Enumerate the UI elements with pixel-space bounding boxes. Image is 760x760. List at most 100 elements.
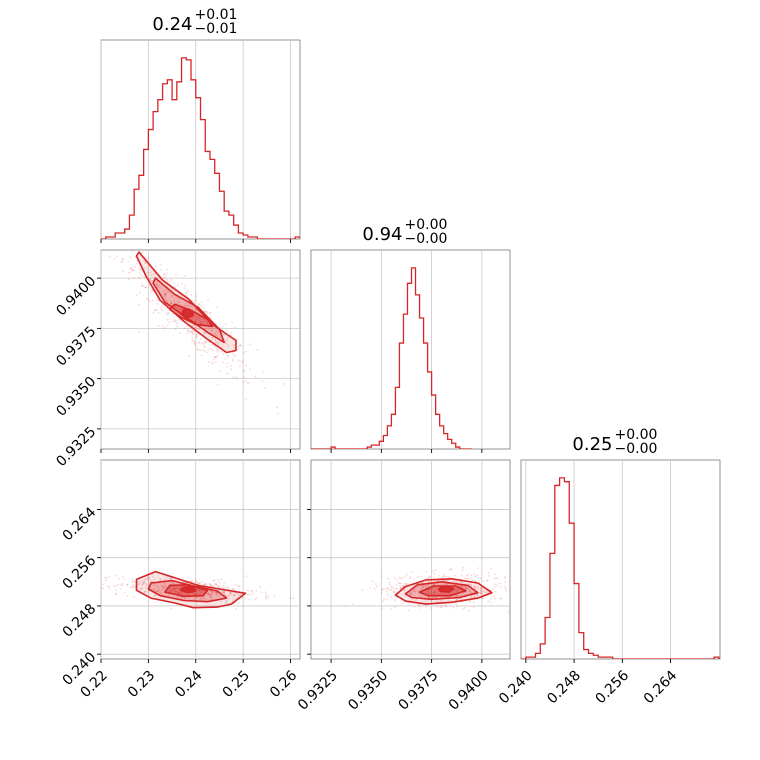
scatter-point xyxy=(164,293,167,296)
x-tick-label: 0.9375 xyxy=(396,668,442,714)
scatter-point xyxy=(201,349,204,352)
scatter-point xyxy=(153,587,156,590)
scatter-point xyxy=(488,575,490,577)
scatter-point xyxy=(122,576,124,578)
scatter-point xyxy=(168,588,171,591)
scatter-point xyxy=(464,588,467,590)
scatter-point xyxy=(158,285,161,288)
scatter-point xyxy=(373,587,376,590)
scatter-point xyxy=(456,605,458,608)
scatter-point xyxy=(479,592,482,594)
scatter-point xyxy=(212,362,215,365)
scatter-point xyxy=(145,286,148,289)
scatter-point xyxy=(453,574,456,577)
scatter-point xyxy=(105,579,107,582)
scatter-point xyxy=(138,268,141,270)
scatter-point xyxy=(187,597,190,599)
scatter-point xyxy=(380,575,383,577)
scatter-point xyxy=(490,568,492,570)
scatter-point xyxy=(426,577,428,580)
scatter-point xyxy=(195,588,198,591)
scatter-point xyxy=(191,300,194,302)
title-upper: +0.01 xyxy=(195,7,238,23)
y-tick-label: 0.248 xyxy=(60,601,100,641)
scatter-point xyxy=(433,591,436,594)
scatter-point xyxy=(503,577,506,579)
scatter-point xyxy=(174,328,177,331)
scatter-point xyxy=(431,596,434,599)
scatter-point xyxy=(175,273,177,276)
scatter-point xyxy=(161,593,164,596)
scatter-point xyxy=(174,305,176,307)
scatter-point xyxy=(157,587,160,590)
scatter-point xyxy=(250,590,253,593)
scatter-point xyxy=(151,299,154,302)
scatter-point xyxy=(181,592,184,594)
scatter-point xyxy=(156,590,159,593)
scatter-point xyxy=(164,275,167,278)
scatter-point xyxy=(168,281,171,283)
x-tick-label: 0.264 xyxy=(641,668,681,708)
scatter-point xyxy=(221,350,224,353)
scatter-point xyxy=(523,588,525,590)
scatter-point xyxy=(239,594,242,596)
scatter-point xyxy=(470,583,472,586)
scatter-point xyxy=(432,583,435,586)
scatter-point xyxy=(421,584,424,587)
scatter-point xyxy=(225,595,228,597)
scatter-point xyxy=(185,332,188,335)
scatter-point xyxy=(225,338,228,340)
scatter-point xyxy=(196,347,199,350)
scatter-point xyxy=(143,579,146,582)
scatter-point xyxy=(165,288,168,291)
scatter-point xyxy=(185,284,187,287)
scatter-point xyxy=(151,280,154,282)
scatter-point xyxy=(217,349,220,351)
scatter-point xyxy=(264,591,267,593)
scatter-point xyxy=(425,585,427,588)
scatter-point xyxy=(129,256,132,259)
scatter-point xyxy=(265,593,268,595)
scatter-point xyxy=(151,573,154,576)
scatter-point xyxy=(197,592,200,595)
scatter-point xyxy=(197,582,199,585)
scatter-point xyxy=(141,285,143,288)
scatter-point xyxy=(248,594,251,596)
scatter-point xyxy=(205,341,208,344)
scatter-point xyxy=(461,586,464,589)
scatter-point xyxy=(191,328,194,331)
scatter-point xyxy=(195,596,198,599)
scatter-point xyxy=(505,589,507,592)
scatter-point xyxy=(176,322,178,324)
y-tick-label: 0.9325 xyxy=(53,424,99,470)
scatter-point xyxy=(147,257,150,260)
scatter-point xyxy=(171,583,174,585)
scatter-point xyxy=(444,575,446,577)
scatter-point xyxy=(170,587,173,590)
scatter-point xyxy=(138,331,141,334)
scatter-point xyxy=(131,250,134,252)
scatter-point xyxy=(134,585,137,588)
scatter-point xyxy=(191,330,194,333)
scatter-point xyxy=(154,594,157,597)
scatter-point xyxy=(456,588,459,590)
scatter-point xyxy=(172,587,175,589)
scatter-point xyxy=(139,291,142,294)
scatter-point xyxy=(127,260,129,263)
scatter-point xyxy=(167,291,169,294)
scatter-point xyxy=(191,308,194,311)
scatter-point xyxy=(190,580,193,583)
scatter-point xyxy=(266,598,268,600)
scatter-point xyxy=(156,283,159,286)
scatter-point xyxy=(163,578,166,581)
scatter-point xyxy=(229,331,232,334)
scatter-point xyxy=(164,292,167,294)
scatter-point xyxy=(214,340,217,342)
scatter-point xyxy=(199,589,202,592)
scatter-point xyxy=(198,589,201,591)
scatter-point xyxy=(200,305,203,307)
scatter-point xyxy=(190,293,193,296)
scatter-point xyxy=(232,355,235,357)
scatter-point xyxy=(460,589,463,592)
scatter-point xyxy=(136,260,139,262)
